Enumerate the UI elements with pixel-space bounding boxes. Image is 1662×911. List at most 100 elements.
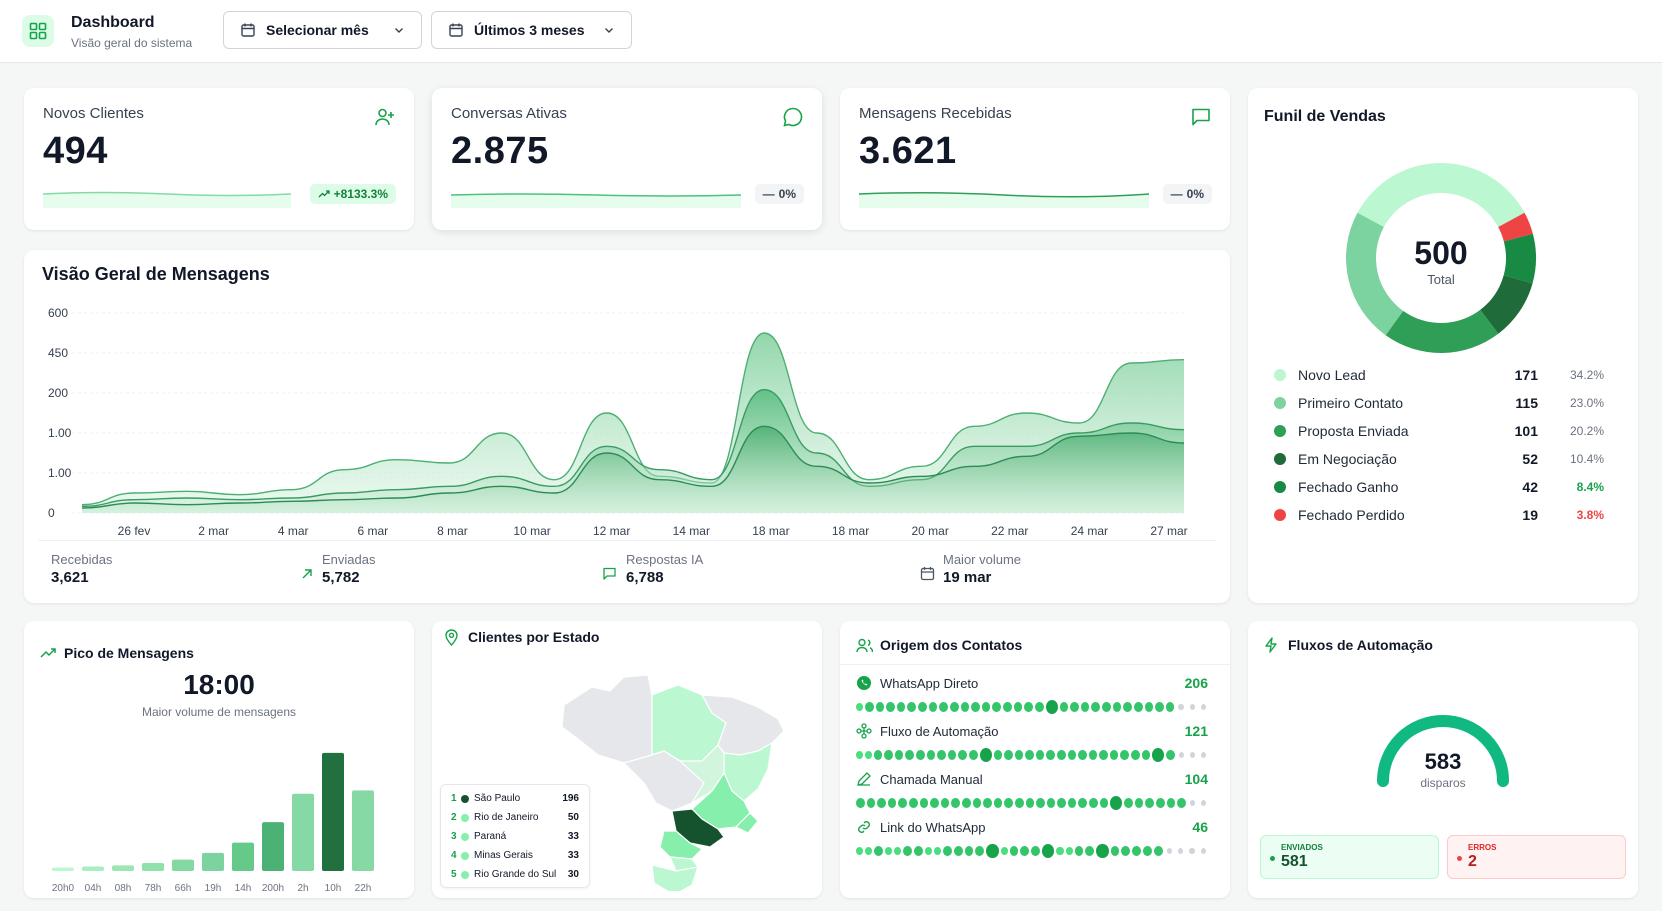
month-select[interactable]: Selecionar mês: [223, 11, 422, 49]
funnel-row: Fechado Perdido 19 3.8%: [1274, 504, 1604, 526]
activity-dot: [865, 847, 873, 855]
activity-dot: [1109, 750, 1119, 760]
activity-dot: [877, 798, 886, 808]
funnel-stage-percent: 10.4%: [1569, 452, 1604, 466]
activity-dot: [907, 702, 917, 712]
activity-dot: [1009, 846, 1019, 856]
bar: [322, 752, 344, 871]
whatsapp-icon: [856, 675, 872, 691]
funnel-stage-percent: 3.8%: [1576, 508, 1604, 522]
activity-dot: [1078, 798, 1088, 808]
card-title: Fluxos de Automação: [1288, 637, 1433, 653]
card-title: Visão Geral de Mensagens: [42, 264, 270, 284]
kpi-card-new-clients: Novos Clientes 494 +8133.3%: [24, 88, 414, 230]
activity-dot: [1144, 702, 1154, 712]
activity-dot: [1156, 798, 1165, 808]
bar: [52, 867, 74, 871]
legend-dot: [461, 813, 469, 822]
x-tick-label: 22 mar: [991, 524, 1028, 538]
activity-dot: [964, 846, 974, 856]
activity-dot: [1153, 846, 1163, 856]
funnel-stage-name: Proposta Enviada: [1298, 423, 1409, 439]
area-series-line: [81, 388, 1185, 508]
activity-dot: [1036, 798, 1045, 808]
activity-dot: [1046, 798, 1056, 808]
activity-dot: [937, 750, 946, 760]
activity-dot: [1201, 800, 1207, 806]
activity-dot: [1200, 848, 1206, 854]
activity-dot: [926, 750, 936, 760]
activity-dot: [1166, 848, 1173, 854]
range-select[interactable]: Últimos 3 meses: [431, 11, 632, 49]
activity-dot: [1178, 704, 1184, 710]
message-square-icon: [603, 567, 616, 580]
area-series-fill: [82, 426, 1184, 513]
activity-dot: [1123, 702, 1132, 712]
messages-area-chart: 600 450 200 1.00 1.00 0 26 fev 2 mar 4 mar 6 mar…: [48, 306, 1188, 538]
calendar-icon: [920, 567, 935, 581]
activity-dot: [1088, 750, 1098, 760]
funnel-stage-count: 42: [1522, 479, 1538, 495]
activity-dot: [1110, 796, 1123, 810]
activity-dot: [1201, 752, 1207, 758]
activity-dot: [949, 702, 959, 712]
bar-label: 22h: [355, 883, 372, 893]
stat-received: Recebidas 3,621: [51, 552, 112, 586]
origin-name: Fluxo de Automação: [880, 723, 999, 739]
origin-name: Chamada Manual: [880, 771, 983, 787]
activity-dot: [1056, 847, 1064, 855]
donut-slice: [1385, 309, 1499, 353]
stat-value: 5,782: [322, 569, 360, 586]
chevron-down-icon: [605, 28, 613, 33]
legend-dot: [461, 832, 469, 841]
sales-funnel-card: Funil de Vendas 500 Total Novo Lead 171 34…: [1248, 88, 1638, 603]
activity-dot: [908, 798, 918, 808]
month-select-label: Selecionar mês: [266, 22, 369, 38]
activity-dot: [1074, 846, 1084, 856]
activity-dot: [1121, 846, 1131, 856]
state-row: 5 Rio Grande do Sul 30: [451, 869, 579, 880]
activity-dot: [916, 750, 925, 760]
bar-label: 78h: [145, 883, 162, 893]
y-tick-label: 1.00: [48, 466, 72, 480]
stat-value: 3,621: [51, 569, 89, 586]
bar: [202, 852, 224, 871]
app-subtitle: Visão geral do sistema: [71, 36, 193, 50]
origin-dot-strip: [856, 843, 1208, 859]
state-row: 4 Minas Gerais 33: [451, 850, 579, 861]
messages-overview-card: Visão Geral de Mensagens 600 450 200 1.00 1.…: [24, 250, 1230, 603]
activity-dot: [1178, 752, 1184, 758]
x-tick-label: 6 mar: [358, 524, 389, 538]
donut-slice: [1498, 212, 1533, 242]
donut-center-label: Total: [1427, 272, 1455, 287]
trend-badge: — 0%: [754, 184, 804, 204]
activity-dot: [1177, 798, 1186, 808]
funnel-row: Novo Lead 171 34.2%: [1274, 364, 1604, 386]
activity-dot: [1133, 702, 1143, 712]
trending-up-icon: [318, 190, 330, 198]
activity-dot: [1080, 702, 1090, 712]
range-select-label: Últimos 3 meses: [474, 22, 585, 38]
activity-dot: [919, 798, 929, 808]
funnel-stage-percent: 20.2%: [1569, 424, 1604, 438]
message-square-icon: [1192, 108, 1210, 126]
x-tick-label: 14 mar: [673, 524, 710, 538]
funnel-stage-percent: 34.2%: [1569, 368, 1604, 382]
legend-dot: [1274, 509, 1286, 521]
activity-dot: [1091, 702, 1101, 712]
activity-dot: [1031, 846, 1041, 856]
activity-dot: [1189, 848, 1195, 854]
state-value: 33: [567, 831, 579, 842]
activity-dot: [1014, 750, 1024, 760]
activity-dot: [1189, 800, 1195, 806]
trend-badge: — 0%: [1162, 184, 1212, 204]
activity-dot: [887, 798, 897, 808]
x-tick-label: 18 mar: [832, 524, 869, 538]
activity-dot: [875, 702, 885, 712]
state-rank: 3: [451, 831, 457, 842]
activity-dot: [1000, 847, 1008, 855]
divider: [840, 664, 1230, 665]
activity-dot: [968, 750, 978, 760]
card-title: Clientes por Estado: [468, 629, 600, 645]
activity-dot: [993, 750, 1003, 760]
